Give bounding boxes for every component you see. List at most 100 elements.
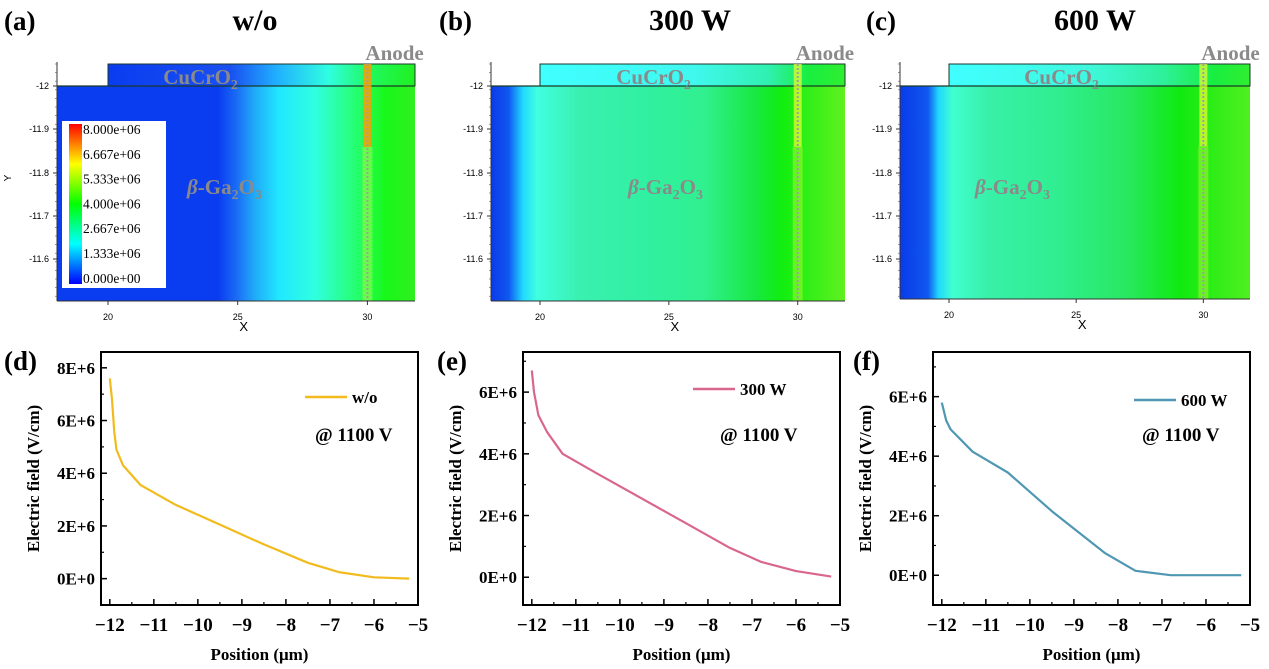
- x-axis-label: Position (μm): [1043, 645, 1141, 664]
- line-chart-d: −12 −11 −10 −9 −8 −7 −6 −5 0E+0 2E+6 4E+6 6E+6 8E+6 P…: [4, 346, 428, 664]
- y-tick-label: -12: [879, 81, 892, 91]
- legend-label: 600 W: [1181, 391, 1227, 410]
- anode-label: Anode: [365, 41, 423, 65]
- y-tick-label: -11.9: [463, 124, 483, 134]
- x-tick-label: −9: [1064, 615, 1084, 636]
- x-tick-label: −7: [320, 615, 341, 636]
- panel-label: (d): [4, 346, 37, 376]
- legend-label: w/o: [352, 388, 378, 407]
- y-tick-label: 4E+6: [57, 464, 95, 483]
- voltage-annotation: @ 1100 V: [720, 425, 798, 446]
- x-axis-label: X: [1078, 317, 1087, 332]
- x-tick-label: −5: [830, 615, 850, 636]
- x-tick-label: −8: [1108, 615, 1128, 636]
- ga2o3-label: β-Ga2O3: [974, 175, 1050, 203]
- x-tick-label: 30: [1198, 310, 1208, 320]
- x-tick-label: −12: [927, 615, 957, 636]
- y-tick-label: 0E+0: [889, 566, 927, 585]
- x-tick-label: −6: [1196, 615, 1216, 636]
- x-tick-label: 25: [233, 312, 243, 322]
- y-tick-label: 2E+6: [889, 507, 927, 526]
- plot-frame: [100, 351, 419, 606]
- x-tick-label: 20: [535, 312, 545, 322]
- y-tick-label: 6E+6: [479, 383, 517, 402]
- y-tick-label: -11.7: [463, 211, 483, 221]
- x-tick-label: −11: [561, 615, 590, 636]
- x-tick-label: −7: [1152, 615, 1173, 636]
- y-tick-label: -11.6: [29, 254, 49, 264]
- y-tick-label: -11.6: [872, 254, 892, 264]
- contour-panel-c: -12 -11.9 -11.8 -11.7 -11.6 20 25 30 X CuCrO2 β-Ga…: [866, 4, 1260, 332]
- y-tick-label: -11.9: [29, 124, 49, 134]
- x-axis-label: Position (μm): [633, 645, 731, 664]
- colorbar-gradient: [69, 124, 82, 284]
- x-tick-label: −12: [95, 615, 125, 636]
- plot-frame: [932, 351, 1251, 606]
- y-tick-label: 2E+6: [479, 507, 517, 526]
- y-axis-label: Electric field (V/cm): [446, 405, 465, 552]
- y-tick-label: -11.8: [872, 168, 892, 178]
- x-tick-label: −6: [364, 615, 384, 636]
- x-tick-label: −9: [232, 615, 252, 636]
- series-line-300-w: [530, 370, 832, 578]
- y-tick-label: -11.7: [29, 211, 49, 221]
- panel-label: (c): [866, 6, 896, 36]
- x-tick-label: −9: [654, 615, 674, 636]
- colorbar-label: 4.000e+06: [83, 196, 141, 211]
- y-axis-label: Electric field (V/cm): [24, 405, 43, 552]
- series-line-600-w: [940, 402, 1242, 577]
- panel-label: (b): [439, 6, 472, 36]
- y-tick-label: 2E+6: [57, 517, 95, 536]
- panel-title: 300 W: [649, 4, 731, 37]
- colorbar-label: 1.333e+06: [83, 246, 141, 261]
- colorbar-label: 2.667e+06: [83, 221, 141, 236]
- x-tick-label: −11: [139, 615, 168, 636]
- y-tick-label: -11.9: [872, 124, 892, 134]
- y-tick-label: 0E+0: [479, 568, 517, 587]
- x-tick-label: 30: [362, 312, 372, 322]
- colorbar-label: 8.000e+06: [83, 122, 141, 137]
- panel-title: 600 W: [1054, 4, 1136, 37]
- plot-frame: [522, 351, 841, 606]
- x-tick-label: −10: [605, 615, 635, 636]
- ga2o3-label: β-Ga2O3: [627, 175, 703, 203]
- panel-label: (f): [853, 346, 880, 376]
- ga2o3-region: [491, 86, 845, 301]
- y-axis-label: Y: [3, 174, 14, 181]
- x-tick-label: 20: [944, 310, 954, 320]
- x-tick-label: 25: [1071, 310, 1081, 320]
- x-tick-label: 25: [664, 312, 674, 322]
- x-axis-label: X: [671, 319, 680, 334]
- line-chart-e: −12 −11 −10 −9 −8 −7 −6 −5 0E+0 2E+6 4E+6 6E+6 Posit…: [437, 346, 850, 664]
- x-tick-label: −6: [786, 615, 806, 636]
- x-tick-label: 20: [103, 312, 113, 322]
- ga2o3-region: [900, 86, 1250, 299]
- y-tick-label: 8E+6: [57, 359, 95, 378]
- x-tick-label: −10: [1015, 615, 1045, 636]
- x-tick-label: −8: [276, 615, 296, 636]
- x-tick-label: 30: [793, 312, 803, 322]
- x-tick-label: −11: [971, 615, 1000, 636]
- y-tick-label: -12: [470, 81, 483, 91]
- voltage-annotation: @ 1100 V: [1142, 425, 1220, 446]
- colorbar-label: 5.333e+06: [83, 172, 141, 187]
- colorbar-label: 6.667e+06: [83, 147, 141, 162]
- x-tick-label: −5: [1240, 615, 1260, 636]
- y-tick-label: 6E+6: [57, 412, 95, 431]
- voltage-annotation: @ 1100 V: [315, 425, 393, 446]
- y-tick-label: 0E+0: [57, 570, 95, 589]
- y-tick-label: -11.7: [872, 211, 892, 221]
- x-axis-label: Position (μm): [211, 645, 309, 664]
- cucro2-label: CuCrO2: [163, 65, 238, 93]
- cucro2-label: CuCrO2: [1024, 65, 1099, 93]
- contour-panels-svg: -12 -11.9 -11.8 -11.7 -11.6 20 25 30 X Y CuCrO2 β-G…: [3, 4, 1260, 334]
- x-tick-label: −5: [408, 615, 428, 636]
- colorbar-label: 0.000e+00: [83, 271, 141, 286]
- series-line-w-o: [108, 378, 410, 580]
- legend-label: 300 W: [740, 380, 786, 399]
- panel-title: w/o: [233, 4, 278, 37]
- x-tick-label: −7: [742, 615, 763, 636]
- panel-label: (a): [4, 6, 35, 36]
- colorbar: 8.000e+06 6.667e+06 5.333e+06 4.000e+06 2.66…: [62, 121, 166, 288]
- ga2o3-label: β-Ga2O3: [186, 175, 262, 203]
